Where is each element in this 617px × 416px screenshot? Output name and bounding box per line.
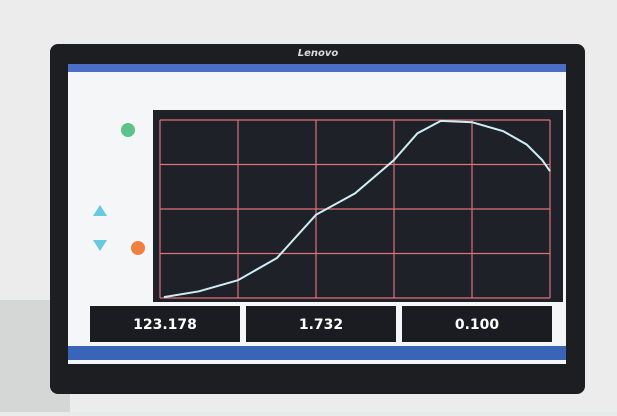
readout: 123.178 — [133, 317, 197, 333]
readout: 1.732 — [299, 317, 343, 333]
taskbar — [68, 346, 566, 360]
icon — [131, 241, 145, 255]
brand-logo: Lenovo — [298, 48, 339, 59]
title-bar — [68, 64, 566, 72]
plot-area — [153, 110, 563, 302]
photo: Lenovo 123.178 1.732 0.100 — [0, 0, 617, 412]
icon — [121, 123, 135, 137]
readout: 0.100 — [455, 317, 500, 333]
